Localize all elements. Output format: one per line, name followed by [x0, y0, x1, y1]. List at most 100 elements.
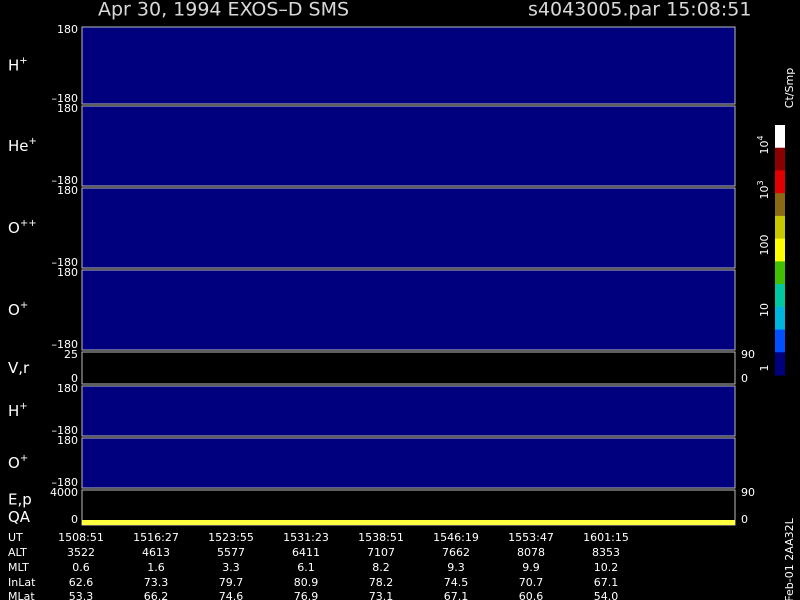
cell: 1516:27	[133, 531, 179, 544]
cell: 1538:51	[358, 531, 404, 544]
species: H	[8, 56, 19, 74]
y2-tick-label: 90	[741, 486, 755, 499]
cell: 67.1	[444, 590, 469, 600]
panel-label: QA	[8, 508, 31, 526]
cell: 76.9	[294, 590, 319, 600]
panel	[81, 351, 736, 385]
y-tick-label: 180	[57, 102, 78, 115]
cell: 79.7	[219, 576, 244, 589]
y-tick-label: 4000	[50, 486, 78, 499]
colorbar-unit: Ct/Smp	[783, 68, 796, 108]
y-tick-label: 0	[71, 513, 78, 526]
y-tick-label: –180	[52, 174, 79, 187]
cell: 9.9	[522, 561, 540, 574]
panel	[81, 489, 736, 526]
cell: 54.0	[594, 590, 619, 600]
cell: 1523:55	[208, 531, 254, 544]
colorbar-swatch	[775, 352, 785, 376]
cell: 9.3	[447, 561, 465, 574]
label-text: 100	[758, 235, 771, 256]
cell: 0.6	[72, 561, 90, 574]
cell: 3522	[67, 546, 95, 559]
y2-tick-label: 0	[741, 513, 748, 526]
y-tick-label: –180	[52, 338, 79, 351]
cell: 70.7	[519, 576, 544, 589]
cell: 73.3	[144, 576, 169, 589]
row-label: MLat	[8, 590, 35, 600]
colorbar-label: 104	[756, 135, 771, 154]
species: O	[8, 219, 20, 237]
colorbar-swatch	[775, 193, 785, 217]
title-left: Apr 30, 1994 EXOS–D SMS	[98, 0, 349, 21]
label-base: 10	[758, 186, 771, 200]
species: O	[8, 301, 20, 319]
panel	[81, 385, 736, 437]
cell: 67.1	[594, 576, 619, 589]
panel	[81, 269, 736, 351]
panel-label: O+	[8, 300, 28, 319]
charge: +	[20, 453, 28, 464]
y2-tick-label: 0	[741, 372, 748, 385]
y-tick-label: 25	[64, 348, 78, 361]
charge: +	[19, 55, 27, 66]
colorbar-swatch	[775, 147, 785, 171]
cell: 60.6	[519, 590, 544, 600]
colorbar-swatch	[775, 284, 785, 308]
y-tick-label: 180	[57, 382, 78, 395]
panel-label: O++	[8, 218, 37, 237]
colorbar-swatch	[775, 215, 785, 240]
cell: 4613	[142, 546, 170, 559]
cell: 1546:19	[433, 531, 479, 544]
colorbar-label: 100	[758, 235, 771, 256]
cell: 53.3	[69, 590, 94, 600]
panel-label: O+	[8, 453, 28, 472]
y-tick-label: –180	[52, 424, 79, 437]
cell: 80.9	[294, 576, 319, 589]
colorbar-swatch	[775, 306, 785, 331]
title-right: s4043005.par 15:08:51	[528, 0, 751, 21]
cell: 66.2	[144, 590, 169, 600]
species: He	[8, 137, 29, 155]
cell: 1.6	[147, 561, 165, 574]
colorbar-label: 103	[756, 180, 771, 199]
y-tick-label: 180	[57, 266, 78, 279]
charge: +	[20, 300, 28, 311]
panel-label: H+	[8, 401, 28, 420]
row-label: InLat	[8, 576, 36, 589]
charge: +	[29, 136, 37, 147]
label-base: 10	[758, 141, 771, 155]
panel	[81, 26, 736, 105]
colorbar-label: 1	[758, 365, 771, 372]
colorbar-label: 10	[758, 303, 771, 317]
row-label: ALT	[8, 546, 27, 559]
cell: 6411	[292, 546, 320, 559]
colorbar-swatch	[775, 170, 785, 194]
y-tick-label: 180	[57, 434, 78, 447]
colorbar-swatch	[775, 238, 785, 262]
y-tick-label: 180	[57, 184, 78, 197]
cell: 1508:51	[58, 531, 104, 544]
panel	[81, 105, 736, 187]
panel-label: He+	[8, 136, 37, 155]
colorbar-swatch	[775, 125, 785, 149]
cell: 8353	[592, 546, 620, 559]
stamp: Feb-01 2AA32L	[783, 517, 796, 600]
y2-tick-label: 90	[741, 348, 755, 361]
species: V,r	[8, 359, 30, 377]
cell: 74.5	[444, 576, 469, 589]
cell: 8.2	[372, 561, 390, 574]
colorbar-swatch	[775, 261, 785, 285]
cell: 74.6	[219, 590, 244, 600]
cell: 6.1	[297, 561, 315, 574]
cell: 7107	[367, 546, 395, 559]
qa-strip	[82, 520, 735, 525]
panel	[81, 437, 736, 489]
species: H	[8, 402, 19, 420]
label-exp: 3	[756, 180, 765, 185]
cell: 5577	[217, 546, 245, 559]
cell: 10.2	[594, 561, 619, 574]
y-tick-label: –180	[52, 256, 79, 269]
panel-label: H+	[8, 55, 28, 74]
panel-label: V,r	[8, 359, 30, 377]
